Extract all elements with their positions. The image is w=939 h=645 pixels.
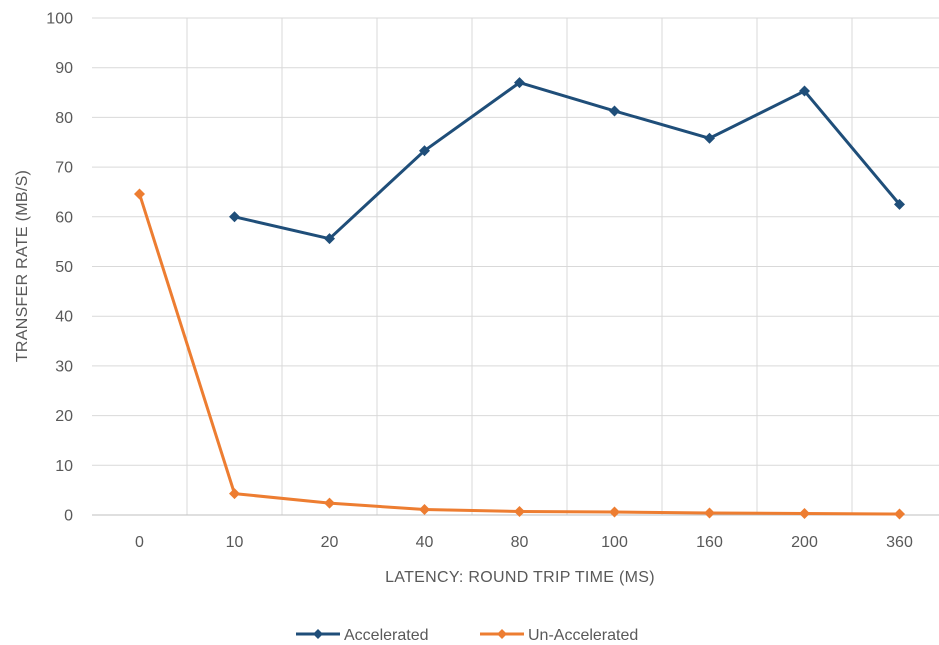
x-tick-label: 10 bbox=[226, 534, 244, 551]
data-point-accelerated bbox=[704, 132, 715, 144]
y-tick-label: 80 bbox=[55, 110, 73, 127]
x-tick-label: 160 bbox=[696, 534, 723, 551]
x-tick-label: 20 bbox=[321, 534, 339, 551]
y-tick-label: 60 bbox=[55, 209, 73, 226]
y-tick-label: 100 bbox=[46, 11, 73, 28]
legend: Accelerated Un-Accelerated bbox=[296, 627, 638, 644]
legend-swatch-marker bbox=[497, 629, 507, 639]
y-tick-labels: 0 10 20 30 40 50 60 70 80 90 100 bbox=[46, 11, 73, 525]
legend-label: Accelerated bbox=[344, 627, 429, 644]
series-line-un-accelerated bbox=[138, 193, 900, 516]
x-tick-label: 40 bbox=[416, 534, 434, 551]
data-point-accelerated bbox=[799, 85, 810, 97]
data-point-accelerated bbox=[894, 198, 905, 210]
data-point-accelerated bbox=[324, 233, 335, 245]
data-point-un-accelerated bbox=[894, 508, 905, 520]
x-tick-label: 100 bbox=[601, 534, 628, 551]
data-point-un-accelerated bbox=[229, 488, 240, 500]
legend-item-un-accelerated: Un-Accelerated bbox=[480, 627, 638, 644]
y-tick-label: 20 bbox=[55, 408, 73, 425]
data-point-un-accelerated bbox=[324, 497, 335, 509]
x-tick-label: 200 bbox=[791, 534, 818, 551]
data-point-accelerated bbox=[419, 145, 430, 157]
y-tick-label: 10 bbox=[55, 458, 73, 475]
series-accelerated bbox=[229, 77, 905, 245]
series-un-accelerated bbox=[134, 188, 905, 520]
y-tick-label: 0 bbox=[64, 508, 73, 525]
y-tick-label: 30 bbox=[55, 358, 73, 375]
y-tick-label: 40 bbox=[55, 309, 73, 326]
series-lines bbox=[134, 77, 905, 520]
x-tick-label: 0 bbox=[135, 534, 144, 551]
y-axis-title: TRANSFER RATE (MB/S) bbox=[14, 170, 31, 362]
x-axis-title: LATENCY: ROUND TRIP TIME (MS) bbox=[385, 569, 655, 586]
data-point-accelerated bbox=[229, 211, 240, 223]
x-tick-label: 80 bbox=[511, 534, 529, 551]
data-point-un-accelerated bbox=[609, 506, 620, 518]
legend-swatch-marker bbox=[313, 629, 323, 639]
x-tick-labels: 0 10 20 40 80 100 160 200 360 bbox=[135, 534, 913, 551]
x-tick-label: 360 bbox=[886, 534, 913, 551]
data-point-accelerated bbox=[609, 105, 620, 117]
y-tick-label: 90 bbox=[55, 60, 73, 77]
legend-label: Un-Accelerated bbox=[528, 627, 638, 644]
data-point-un-accelerated bbox=[799, 508, 810, 520]
y-tick-label: 50 bbox=[55, 259, 73, 276]
data-point-un-accelerated bbox=[134, 188, 145, 200]
data-point-un-accelerated bbox=[704, 507, 715, 519]
y-tick-label: 70 bbox=[55, 160, 73, 177]
legend-item-accelerated: Accelerated bbox=[296, 627, 429, 644]
data-point-un-accelerated bbox=[514, 506, 525, 518]
series-line-accelerated bbox=[234, 81, 901, 241]
data-point-un-accelerated bbox=[419, 504, 430, 516]
data-point-accelerated bbox=[514, 77, 525, 89]
